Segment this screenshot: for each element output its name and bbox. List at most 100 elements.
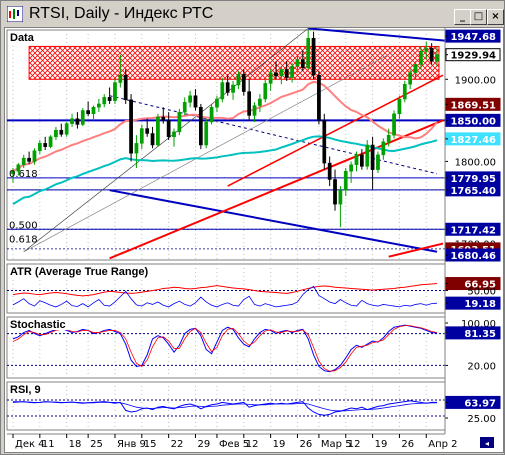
candle-body (333, 179, 337, 205)
candle-body (204, 121, 209, 146)
price-tag-label: 50.00 (467, 287, 496, 298)
candle-body (156, 116, 160, 146)
candle-body (150, 133, 155, 146)
title-bar[interactable]: RTSI, Daily - Индекс РТС _ □ × (2, 2, 504, 26)
candle-body (139, 128, 144, 144)
channel-mid-line (109, 95, 438, 175)
candle-body (365, 144, 370, 167)
candle-body (225, 82, 230, 93)
candle-body (317, 74, 321, 121)
candle-body (27, 157, 31, 162)
candle-body (376, 154, 380, 170)
time-label: Янв 9 (117, 439, 146, 450)
time-label: Дек 4 (15, 439, 45, 450)
price-tag-label: 1827.46 (450, 135, 496, 146)
price-tag-label: 1765.40 (450, 186, 496, 197)
moving-average-fast (12, 80, 438, 173)
candle-body (11, 171, 15, 175)
chart-area[interactable]: 0.618 0.500 0.618 Data ATR (Average True Ran… (4, 27, 504, 453)
time-label: 18 (69, 439, 82, 450)
candle-body (392, 113, 396, 136)
panel-title: ATR (Average True Range) (10, 266, 148, 278)
indicator-series-1 (12, 324, 438, 373)
candle-body (145, 128, 150, 134)
candle-body (64, 123, 69, 135)
close-button[interactable]: × (487, 9, 504, 25)
candle-body (193, 95, 198, 108)
panel-title: RSI, 9 (10, 384, 41, 396)
window-title: RTSI, Daily - Индекс РТС (29, 5, 214, 22)
candle-body (118, 74, 123, 83)
price-tag-label: 19.18 (464, 299, 496, 310)
candle-body (419, 51, 423, 65)
price-tag-label: 1869.51 (450, 100, 496, 111)
candle-body (397, 98, 402, 115)
panel-title: Data (10, 32, 35, 44)
candle-body (306, 37, 311, 69)
indicator-series-1 (12, 283, 438, 297)
candle-body (290, 65, 294, 78)
candle-body (274, 72, 278, 77)
time-label: 12 (348, 439, 361, 450)
candle-body (338, 189, 343, 205)
chart-svg[interactable]: 0.618 0.500 0.618 Data ATR (Average True Ran… (5, 28, 503, 452)
time-label: Мар 5 (321, 439, 352, 450)
trend-line-upper (227, 74, 444, 187)
candle-body (408, 72, 413, 85)
panel-title-bg (8, 265, 173, 277)
time-label: 19 (375, 439, 388, 450)
candle-body (386, 134, 391, 142)
candle-body (231, 84, 235, 93)
candle-body (215, 98, 219, 108)
fib-label: 0.500 (9, 220, 38, 231)
candle-body (252, 105, 257, 116)
candle-body (37, 143, 42, 151)
candle-body (177, 111, 182, 133)
time-label: 29 (197, 439, 210, 450)
time-label: 26 (401, 439, 414, 450)
candle-body (263, 83, 268, 100)
candle-body (32, 150, 37, 162)
candle-body (102, 97, 107, 105)
time-label: Апр 2 (428, 439, 457, 450)
candle-body (16, 164, 21, 172)
candle-body (300, 59, 305, 69)
time-label: Фев 5 (219, 439, 249, 450)
maximize-button[interactable]: □ (470, 9, 487, 25)
candle-body (54, 129, 58, 138)
panel-title: Stochastic (10, 319, 66, 331)
candle-body (241, 74, 246, 92)
trend-line-bottom (388, 242, 444, 258)
candle-body (129, 99, 133, 154)
candle-body (21, 157, 26, 165)
candle-body (268, 72, 273, 84)
price-tag-label: 81.35 (464, 329, 496, 340)
resistance-zone (28, 45, 440, 80)
candle-body (429, 47, 434, 62)
price-tag-label: 1900.00 (455, 75, 496, 86)
time-label: 11 (42, 439, 55, 450)
candle-body (166, 120, 171, 138)
time-label: 25 (90, 439, 103, 450)
trend-line-lower (109, 119, 444, 260)
price-tag-label: 66.95 (464, 280, 496, 291)
time-label: 12 (246, 439, 259, 450)
candle-body (360, 154, 364, 167)
time-label: 15 (144, 439, 157, 450)
minimize-button[interactable]: _ (454, 9, 471, 25)
candle-body (343, 171, 348, 191)
price-tag-label: 25.00 (467, 414, 496, 425)
fib-label: 0.618 (9, 235, 38, 246)
candle-body (349, 164, 353, 172)
price-tag-label: 1929.94 (450, 51, 496, 62)
candle-body (284, 69, 289, 78)
time-label: 22 (171, 439, 184, 450)
price-tag-label: 100.00 (461, 319, 496, 330)
panel-title-bg (8, 383, 54, 395)
candle-body (220, 82, 225, 100)
candle-body (182, 102, 187, 113)
candle-body (59, 129, 64, 135)
price-tag-label: 1680.46 (450, 251, 496, 262)
price-tag-label: 1947.68 (450, 32, 496, 43)
